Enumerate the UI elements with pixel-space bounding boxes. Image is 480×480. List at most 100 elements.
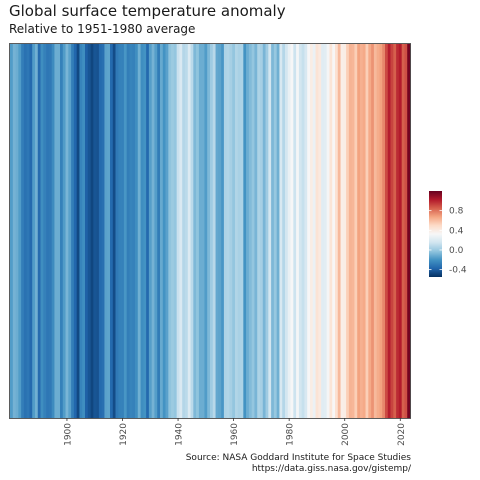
stripe-1978 [282,44,286,418]
stripe-1996 [332,44,336,418]
stripe-2010 [371,44,375,418]
stripe-1991 [318,44,322,418]
stripe-1955 [218,44,222,418]
stripe-1933 [157,44,161,418]
stripe-1915 [107,44,111,418]
stripe-1968 [254,44,258,418]
stripe-1926 [137,44,141,418]
stripe-1969 [257,44,261,418]
stripe-2002 [348,44,353,418]
stripe-1999 [340,44,344,418]
stripe-1948 [198,44,203,418]
stripe-1910 [93,44,97,418]
stripe-1944 [187,44,191,418]
x-tick-label: 1960 [230,423,240,446]
stripe-1942 [182,44,186,418]
stripe-2014 [382,44,386,418]
stripe-1884 [21,44,25,418]
stripe-1917 [112,44,116,418]
stripe-2001 [346,44,350,418]
stripe-1975 [273,44,278,418]
stripe-1934 [160,44,164,418]
stripe-1936 [165,44,169,418]
stripe-1987 [307,44,311,418]
stripe-1888 [32,44,36,418]
stripe-1943 [185,44,189,418]
stripe-1953 [212,44,216,418]
stripe-1956 [221,44,225,418]
chart-subtitle: Relative to 1951-1980 average [9,22,196,36]
stripe-1893 [46,44,50,418]
stripe-1881 [12,44,16,418]
stripe-1980 [287,44,291,418]
stripe-1960 [232,44,236,418]
stripe-2020 [398,44,403,418]
legend-tick-label: 0.8 [449,207,464,217]
stripe-1986 [304,44,308,418]
stripe-1990 [315,44,319,418]
stripe-1883 [18,44,22,418]
source-caption: Source: NASA Goddard Institute for Space… [185,453,411,463]
stripe-2023 [407,44,411,418]
stripe-2019 [396,44,400,418]
stripe-2009 [368,44,372,418]
stripe-1997 [335,44,339,418]
stripe-1914 [104,44,108,418]
stripe-1895 [51,44,55,418]
stripe-1998 [337,44,341,418]
stripe-2011 [373,44,378,418]
stripe-2016 [387,44,391,418]
stripe-1994 [326,44,330,418]
stripe-1931 [151,44,155,418]
stripe-1916 [110,44,114,418]
stripe-2018 [393,44,397,418]
stripe-1919 [118,44,122,418]
legend-tick-label: -0.4 [449,266,467,276]
stripe-1924 [132,44,136,418]
stripe-1963 [240,44,244,418]
stripe-1903 [73,44,78,418]
stripe-1964 [243,44,247,418]
stripe-1965 [246,44,250,418]
stripe-1946 [193,44,197,418]
stripe-1979 [285,44,289,418]
stripe-1880 [10,44,14,418]
stripe-1912 [98,44,103,418]
stripe-1891 [40,44,44,418]
stripe-1923 [129,44,133,418]
stripe-1889 [35,44,39,418]
stripe-1935 [162,44,166,418]
stripe-1929 [146,44,150,418]
stripe-1932 [154,44,158,418]
stripe-2017 [390,44,394,418]
stripe-1908 [87,44,91,418]
stripe-1966 [248,44,253,418]
stripe-1992 [321,44,325,418]
stripe-1962 [237,44,241,418]
chart-title: Global surface temperature anomaly [9,2,286,20]
stripe-1941 [179,44,183,418]
stripe-1911 [96,44,100,418]
stripe-1993 [323,44,328,418]
stripe-1902 [71,44,75,418]
stripe-2008 [365,44,369,418]
stripe-1882 [15,44,19,418]
x-tick-label: 2020 [397,423,407,446]
stripe-1988 [310,44,314,418]
source-url: https://data.giss.nasa.gov/gistemp/ [251,464,411,474]
stripe-1890 [37,44,41,418]
stripe-1905 [79,44,83,418]
stripe-1907 [85,44,89,418]
stripe-1959 [229,44,233,418]
stripe-1957 [223,44,228,418]
stripe-1900 [65,44,69,418]
stripe-1939 [173,44,178,418]
stripe-1897 [57,44,61,418]
stripe-1886 [26,44,30,418]
stripe-1967 [251,44,255,418]
stripe-1973 [268,44,272,418]
stripe-2006 [360,44,364,418]
stripe-1958 [226,44,230,418]
legend-colorbar [429,191,442,277]
